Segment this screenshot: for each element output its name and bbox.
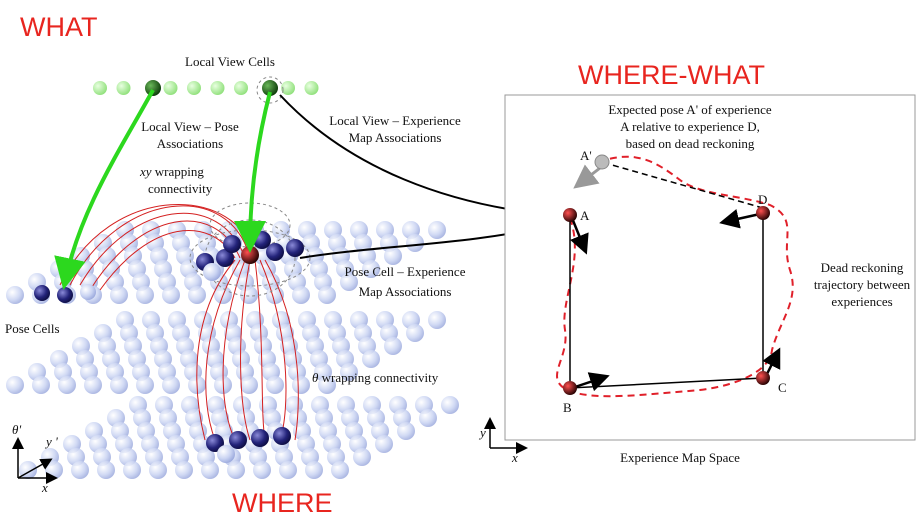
node-label: C: [778, 380, 787, 395]
label: θ wrapping connectivity: [312, 370, 439, 385]
cell: [384, 337, 402, 355]
cell: [375, 435, 393, 453]
cell: [6, 376, 24, 394]
label: based on dead reckoning: [626, 136, 755, 151]
cell: [201, 461, 219, 479]
cell: [45, 461, 63, 479]
cell: [211, 81, 225, 95]
cell: [227, 461, 245, 479]
cell: [305, 81, 319, 95]
cell: [188, 286, 206, 304]
cell: [331, 461, 349, 479]
diagram: WHAT WHERE WHERE-WHAT Local View Cells L…: [0, 0, 920, 524]
cell: [428, 221, 446, 239]
cell: [406, 234, 424, 252]
cell: [187, 81, 201, 95]
cell: [428, 311, 446, 329]
axis-label: x: [41, 480, 48, 495]
label: Associations: [157, 136, 223, 151]
heading: WHERE: [232, 488, 333, 518]
axis-label: x: [511, 450, 518, 465]
label: Map Associations: [349, 130, 442, 145]
cell: [279, 461, 297, 479]
cell: [84, 376, 102, 394]
heading: WHAT: [20, 12, 97, 42]
label: Map Associations: [359, 284, 452, 299]
label: Pose Cell – Experience: [345, 264, 466, 279]
cell: [6, 286, 24, 304]
cell: [384, 247, 402, 265]
cell: [162, 286, 180, 304]
cell: [353, 448, 371, 466]
cell: [175, 461, 193, 479]
label: Experience Map Space: [620, 450, 740, 465]
symbol: θ: [312, 370, 319, 385]
cell: [406, 324, 424, 342]
cell: [32, 376, 50, 394]
cell: [71, 461, 89, 479]
cell: [292, 376, 310, 394]
label: Local View – Pose: [141, 119, 239, 134]
heading: WHERE-WHAT: [578, 60, 765, 90]
cell: [123, 461, 141, 479]
label: Local View – Experience: [329, 113, 461, 128]
symbol: xy: [139, 164, 152, 179]
cell: [136, 286, 154, 304]
cell: [397, 422, 415, 440]
cell: [110, 376, 128, 394]
axis-label: y: [478, 425, 486, 440]
label: connectivity: [148, 181, 213, 196]
cell: [93, 81, 107, 95]
cell: [419, 409, 437, 427]
label: Local View Cells: [185, 54, 275, 69]
label: xy wrapping: [139, 164, 204, 179]
cell: [240, 376, 258, 394]
label: Pose Cells: [5, 321, 60, 336]
label: wrapping connectivity: [322, 370, 439, 385]
label: trajectory between: [814, 277, 911, 292]
node-label: B: [563, 400, 572, 415]
axis-label: θ': [12, 422, 21, 437]
cell: [253, 461, 271, 479]
label: Expected pose A' of experience: [608, 102, 772, 117]
axis-label: y ': [44, 434, 58, 449]
cell: [441, 396, 459, 414]
cell: [292, 286, 310, 304]
label: Dead reckoning: [821, 260, 904, 275]
node-label: D: [758, 192, 767, 207]
cell: [305, 461, 323, 479]
local-view-cells: [93, 80, 319, 96]
cell: [117, 81, 131, 95]
label: experiences: [831, 294, 892, 309]
node-label: A': [580, 148, 592, 163]
cell: [318, 286, 336, 304]
cell: [362, 350, 380, 368]
cell: [97, 461, 115, 479]
cell: [164, 81, 178, 95]
cell: [162, 376, 180, 394]
label: A relative to experience D,: [620, 119, 760, 134]
cell: [110, 286, 128, 304]
cell: [149, 461, 167, 479]
cell: [234, 81, 248, 95]
label: wrapping: [155, 164, 205, 179]
node-label: A: [580, 208, 590, 223]
cell: [266, 376, 284, 394]
cell: [136, 376, 154, 394]
cell: [58, 376, 76, 394]
